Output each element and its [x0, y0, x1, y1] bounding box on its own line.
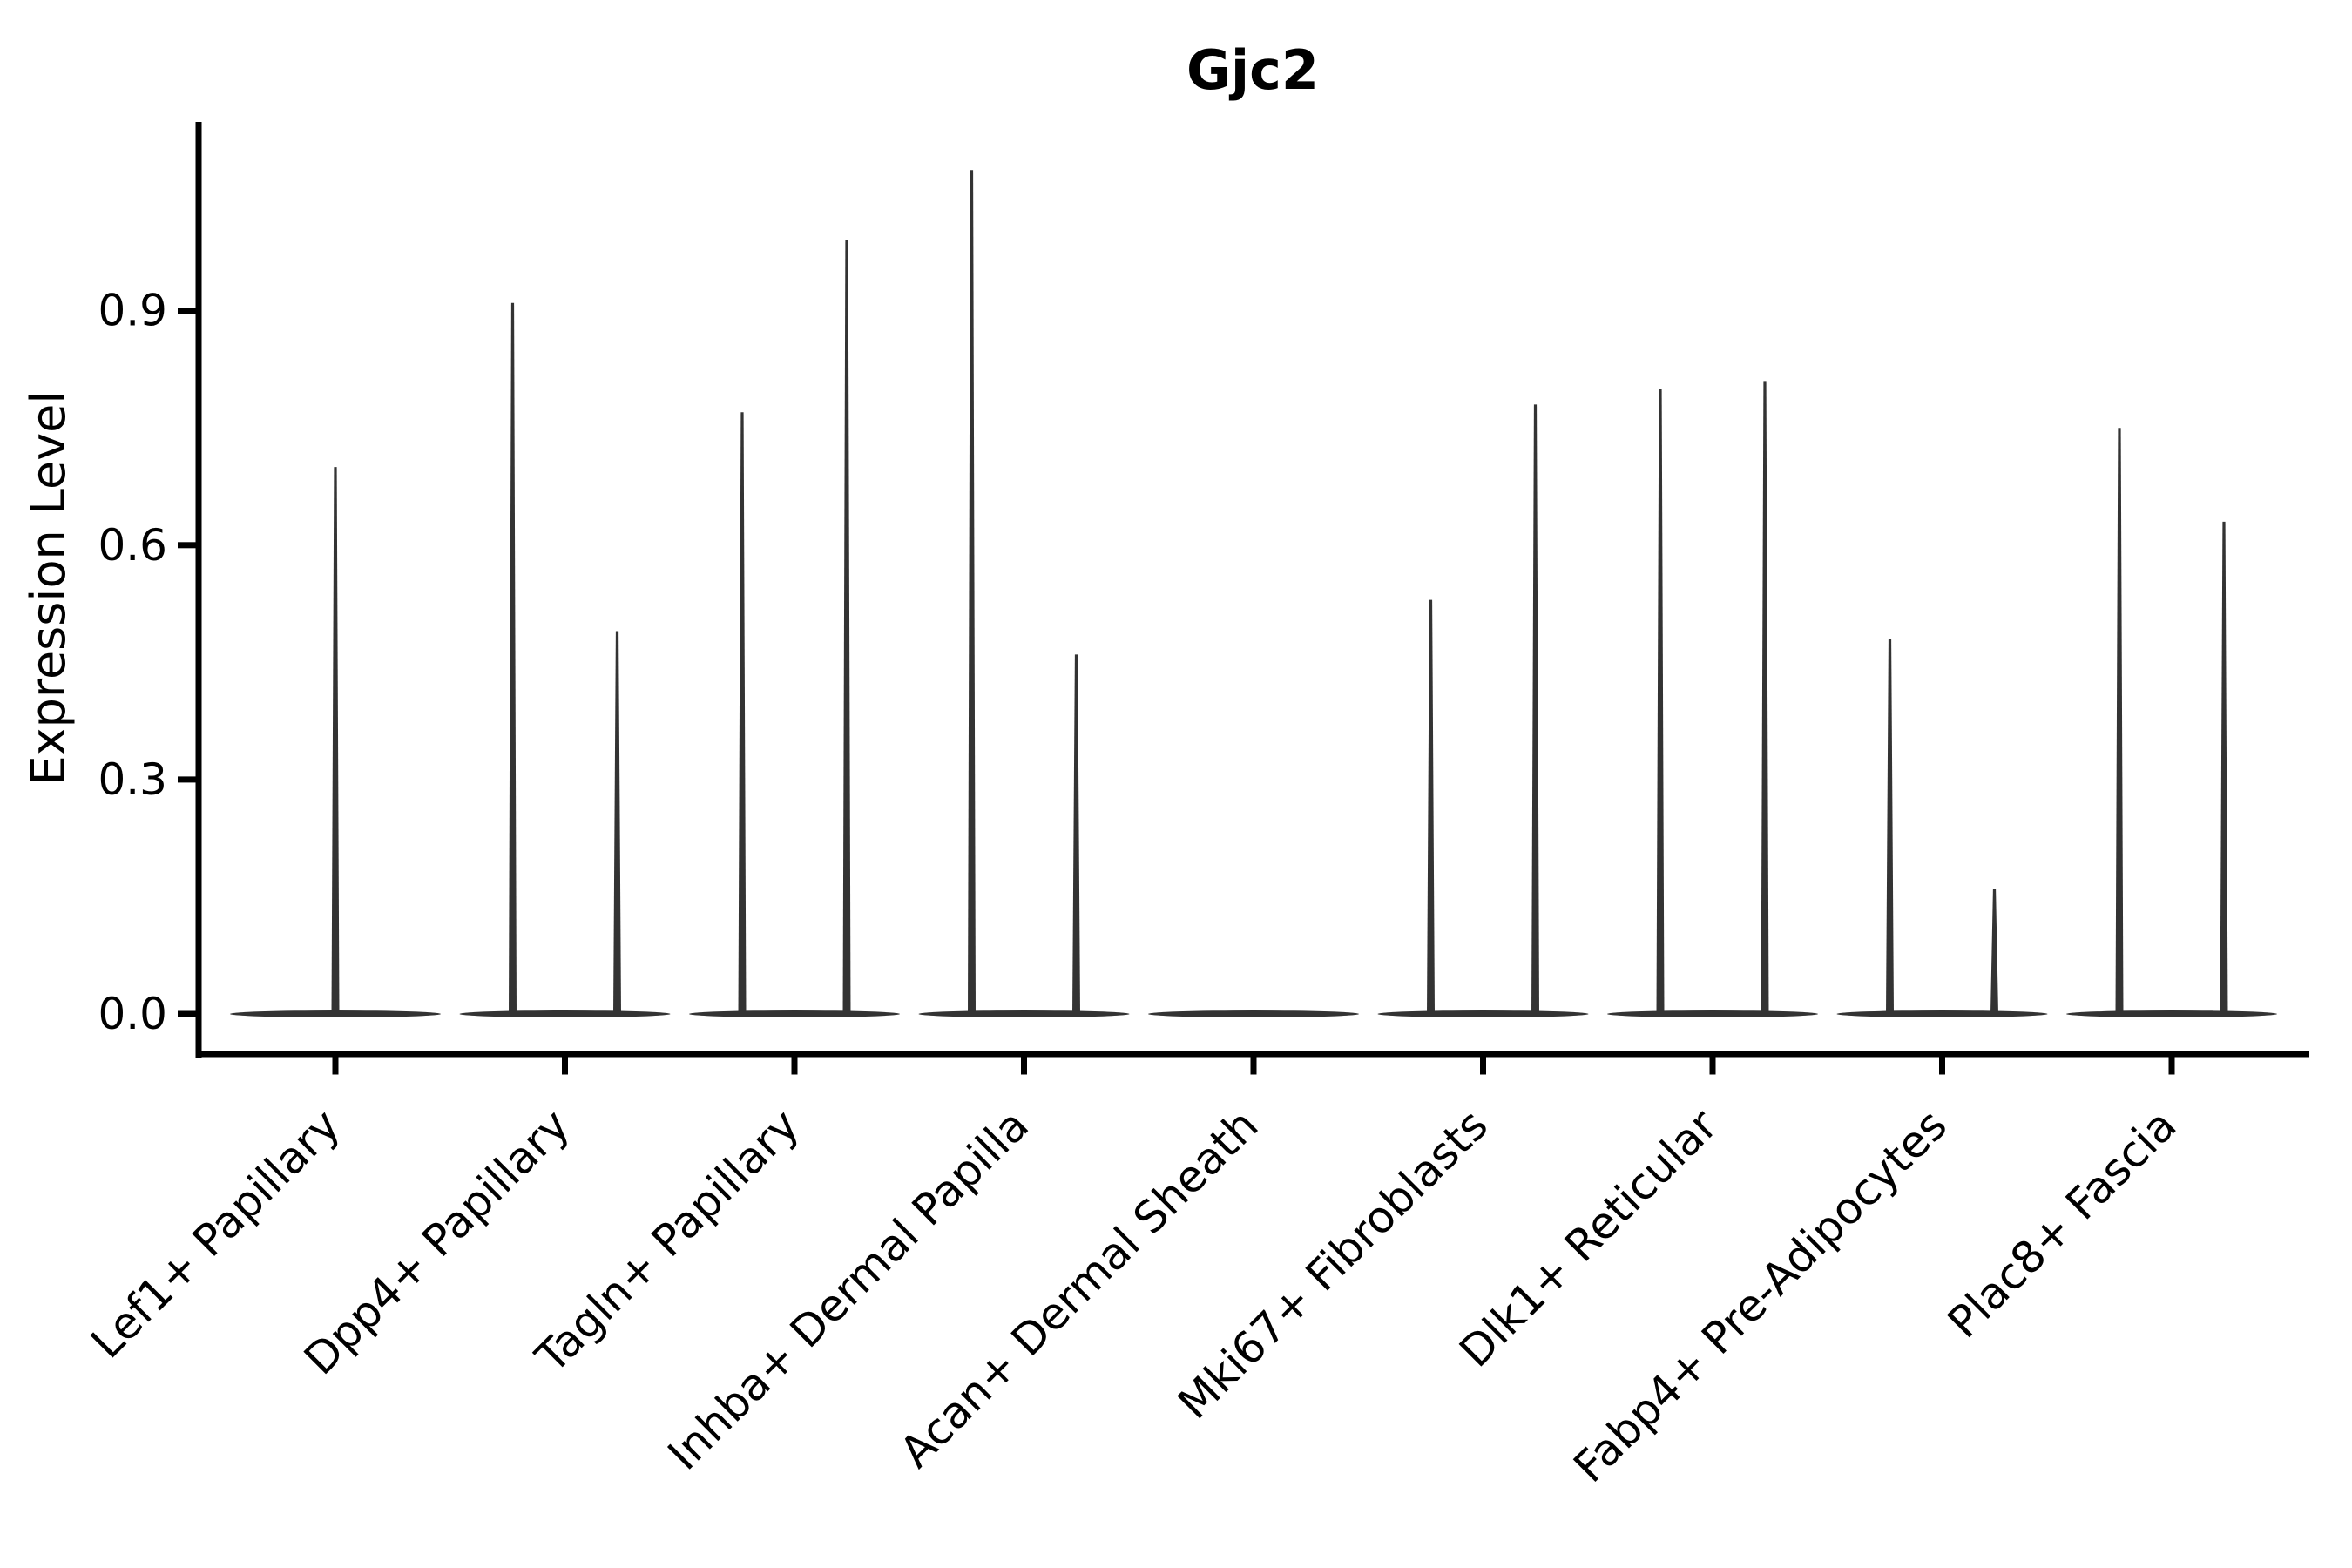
chart-title: Gjc2	[1186, 38, 1319, 102]
y-tick-label: 0.0	[98, 989, 167, 1039]
violin-baseline	[459, 1010, 671, 1017]
x-tick-mark	[562, 1057, 568, 1075]
violin-spike	[331, 467, 340, 1014]
violin-spike	[1886, 639, 1894, 1014]
violin-baseline	[918, 1010, 1130, 1017]
violin-baseline	[1836, 1010, 2048, 1017]
violin-baseline	[1377, 1010, 1589, 1017]
violin-spike	[2115, 428, 2124, 1014]
y-tick-label: 0.9	[98, 286, 167, 336]
x-tick-mark	[791, 1057, 798, 1075]
x-tick-label: Lef1+ Papillary	[81, 1099, 349, 1368]
y-tick-mark	[178, 776, 196, 783]
violin-baseline	[689, 1010, 900, 1017]
y-axis-spine	[195, 122, 202, 1058]
y-tick-label: 0.3	[98, 754, 167, 805]
x-tick-mark	[1250, 1057, 1257, 1075]
y-tick-layer: 0.9 0.6 0.3 0.0	[98, 286, 196, 1039]
x-tick-mark	[332, 1057, 339, 1075]
violin-spike	[613, 631, 621, 1014]
x-tick-label: Plac8+ Fascia	[1938, 1099, 2186, 1348]
violin-baseline	[1607, 1010, 1818, 1017]
x-tick-mark	[1939, 1057, 1945, 1075]
violin-spike	[738, 412, 747, 1014]
x-tick-label: Fabp4+ Pre-Adipocytes	[1564, 1099, 1957, 1492]
x-tick-mark	[1021, 1057, 1027, 1075]
violin-spike	[1990, 889, 1998, 1014]
x-tick-mark	[2168, 1057, 2175, 1075]
violin-spike	[1072, 654, 1080, 1014]
y-tick-mark	[178, 308, 196, 314]
violin-spike	[1427, 599, 1435, 1014]
y-axis-label: Expression Level	[21, 391, 76, 786]
y-tick-mark	[178, 542, 196, 549]
violin-spike	[1656, 389, 1665, 1014]
y-tick-label: 0.6	[98, 520, 167, 571]
x-axis-spine	[195, 1051, 2309, 1058]
violin-spike	[1531, 404, 1539, 1015]
axes	[195, 122, 2309, 1058]
x-tick-mark	[1709, 1057, 1716, 1075]
violin-spike	[509, 302, 517, 1015]
violin-spike	[968, 170, 976, 1015]
violin-layer	[230, 170, 2277, 1017]
violin-baseline	[2066, 1010, 2277, 1017]
violin-spike	[2220, 521, 2228, 1014]
y-tick-mark	[178, 1010, 196, 1017]
violin-spike	[1761, 381, 1769, 1014]
violin-spike	[842, 240, 851, 1015]
violin-baseline	[1148, 1010, 1359, 1017]
x-tick-mark	[1480, 1057, 1486, 1075]
